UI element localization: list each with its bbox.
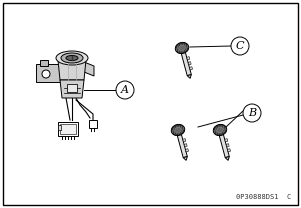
Polygon shape (225, 139, 228, 142)
Ellipse shape (217, 127, 223, 133)
Bar (58, 122, 78, 136)
Text: C: C (236, 41, 244, 51)
Polygon shape (226, 144, 229, 147)
Polygon shape (187, 57, 190, 60)
Ellipse shape (179, 45, 185, 51)
Circle shape (231, 37, 249, 55)
Polygon shape (183, 139, 186, 142)
Bar (58, 125, 61, 130)
Bar (89, 120, 97, 128)
Ellipse shape (171, 124, 185, 136)
Polygon shape (181, 52, 191, 76)
Polygon shape (189, 67, 193, 70)
Polygon shape (84, 62, 94, 76)
Polygon shape (177, 134, 187, 158)
Polygon shape (184, 144, 187, 147)
Polygon shape (225, 157, 229, 160)
Text: A: A (121, 85, 129, 95)
Ellipse shape (66, 56, 78, 61)
Polygon shape (188, 62, 191, 65)
Polygon shape (227, 149, 231, 152)
Polygon shape (185, 149, 188, 152)
Ellipse shape (61, 53, 83, 63)
Ellipse shape (175, 42, 189, 54)
Polygon shape (183, 157, 187, 160)
Circle shape (116, 81, 134, 99)
Bar (60, 124, 76, 134)
Polygon shape (219, 134, 229, 158)
Polygon shape (187, 74, 191, 78)
Text: B: B (248, 108, 256, 118)
Polygon shape (60, 80, 84, 98)
Ellipse shape (56, 51, 88, 65)
Ellipse shape (213, 124, 227, 136)
Circle shape (243, 104, 261, 122)
Polygon shape (58, 60, 86, 80)
Bar (40, 60, 48, 66)
Bar (67, 84, 77, 92)
Circle shape (42, 70, 50, 78)
Text: 0P30888DS1  C: 0P30888DS1 C (236, 194, 291, 200)
Bar (36, 64, 60, 82)
Ellipse shape (175, 127, 181, 133)
